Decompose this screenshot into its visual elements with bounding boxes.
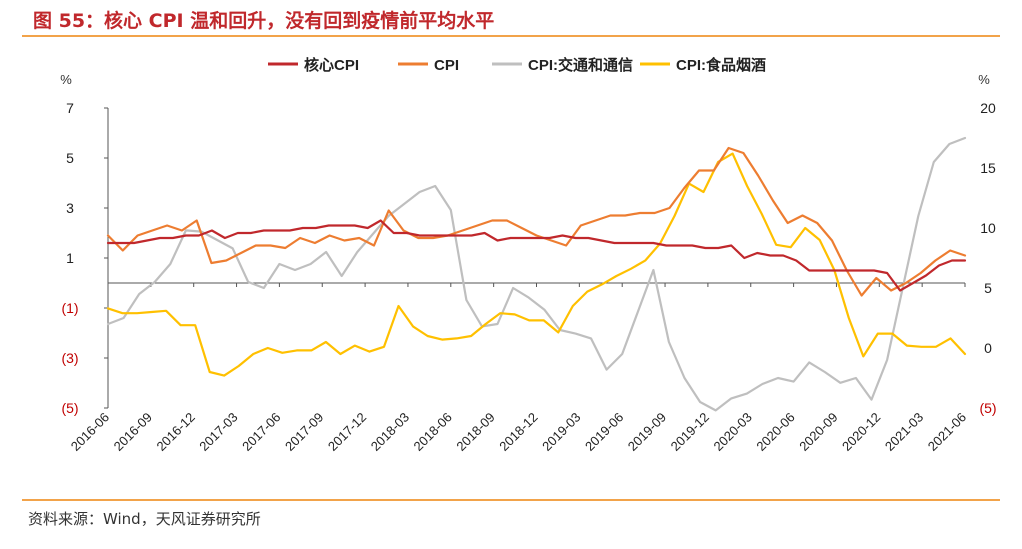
left-axis-tick-label: (3) <box>61 350 78 366</box>
x-axis-tick-label: 2019-09 <box>625 410 669 454</box>
x-axis-tick-label: 2021-03 <box>882 410 926 454</box>
x-axis-tick-label: 2019-03 <box>539 410 583 454</box>
x-axis-tick-label: 2017-12 <box>325 410 369 454</box>
legend: 核心CPI CPI CPI:交通和通信 CPI:食品烟酒 <box>268 56 766 74</box>
x-axis-tick-label: 2017-09 <box>282 410 326 454</box>
right-axis-tick-label: 20 <box>980 100 996 116</box>
legend-label-2: CPI:交通和通信 <box>528 56 633 74</box>
x-axis-tick-label: 2018-03 <box>368 410 412 454</box>
source-note: 资料来源：Wind，天风证券研究所 <box>28 510 261 528</box>
x-axis-tick-label: 2020-06 <box>753 410 797 454</box>
x-axis-tick-label: 2018-06 <box>411 410 455 454</box>
x-axis-tick-label: 2018-12 <box>496 410 540 454</box>
x-axis-tick-label: 2016-06 <box>68 410 112 454</box>
top-divider <box>22 35 1000 37</box>
x-axis-tick-label: 2017-06 <box>239 410 283 454</box>
left-axis-tick-label: 7 <box>66 100 74 116</box>
x-axis-tick-label: 2019-12 <box>668 410 712 454</box>
series-line-3 <box>106 152 967 377</box>
legend-label-3: CPI:食品烟酒 <box>676 56 766 74</box>
x-axis-tick-label: 2017-03 <box>196 410 240 454</box>
series-line-0 <box>106 219 967 292</box>
left-axis-unit: % <box>60 72 72 87</box>
left-axis-tick-label: 3 <box>66 200 74 216</box>
right-axis-unit: % <box>978 72 990 87</box>
left-axis-tick-label: 1 <box>66 250 74 266</box>
left-axis-tick-label: (1) <box>61 300 78 316</box>
right-axis-tick-label: 5 <box>984 280 992 296</box>
x-axis-tick-label: 2016-09 <box>111 410 155 454</box>
axes-layer: % %7531(1)(3)(5)20151050(5)2016-062016-09… <box>60 72 996 454</box>
x-axis-tick-label: 2019-06 <box>582 410 626 454</box>
right-axis-tick-label: 0 <box>984 340 992 356</box>
x-axis-tick-label: 2021-06 <box>925 410 969 454</box>
x-axis-tick-label: 2016-12 <box>153 410 197 454</box>
x-axis-tick-label: 2020-12 <box>839 410 883 454</box>
left-axis-tick-label: (5) <box>61 400 78 416</box>
right-axis-tick-label: 15 <box>980 160 996 176</box>
bottom-divider <box>22 499 1000 501</box>
x-axis-tick-label: 2020-09 <box>796 410 840 454</box>
series-line-1 <box>106 146 967 297</box>
x-axis-tick-label: 2020-03 <box>711 410 755 454</box>
legend-label-1: CPI <box>434 57 459 74</box>
series-line-2 <box>106 136 967 412</box>
x-axis-tick-label: 2018-09 <box>453 410 497 454</box>
line-chart: % %7531(1)(3)(5)20151050(5)2016-062016-09… <box>60 56 996 454</box>
legend-label-0: 核心CPI <box>304 56 359 74</box>
right-axis-tick-label: (5) <box>979 400 996 416</box>
left-axis-tick-label: 5 <box>66 150 74 166</box>
series-layer <box>106 136 967 412</box>
figure-title: 图 55：核心 CPI 温和回升，没有回到疫情前平均水平 <box>33 10 495 32</box>
right-axis-tick-label: 10 <box>980 220 996 236</box>
